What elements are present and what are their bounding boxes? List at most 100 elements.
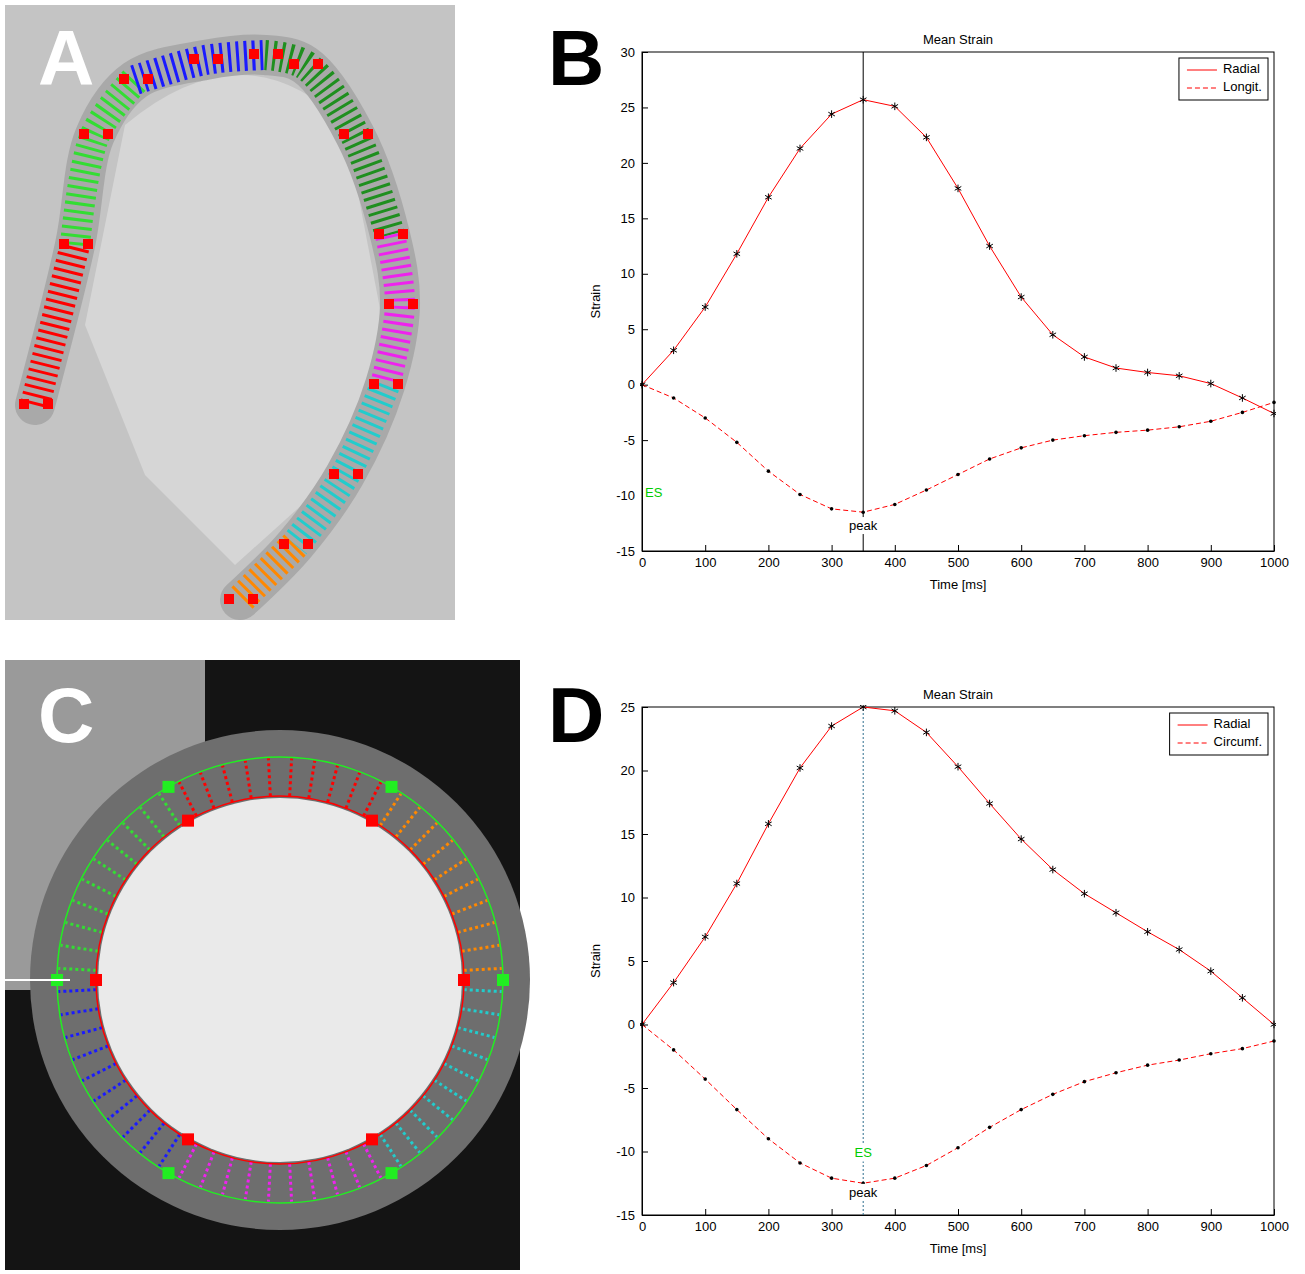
data-point: [861, 510, 865, 514]
data-point: [767, 1137, 771, 1141]
x-tick-label: 900: [1200, 1219, 1222, 1234]
segment: [73, 900, 108, 914]
reference-line: [5, 979, 70, 981]
x-tick: 700: [1074, 1209, 1096, 1234]
panel-letter: D: [548, 671, 604, 759]
image-panel: [5, 660, 530, 1270]
segment: [434, 1080, 466, 1101]
annotation: ES: [853, 1144, 875, 1161]
segment: [462, 945, 500, 951]
x-tick: 100: [695, 545, 717, 570]
annotation-text: ES: [855, 1145, 873, 1160]
y-tick-label: 25: [621, 100, 635, 115]
legend-swatch: [1187, 88, 1217, 89]
segment: [452, 900, 487, 914]
y-tick: -15: [616, 1208, 648, 1223]
segment: [458, 1028, 495, 1038]
landmark: [363, 129, 373, 139]
landmark: [279, 539, 289, 549]
segment: [245, 761, 251, 799]
data-point: [1271, 410, 1276, 418]
y-tick: -15: [616, 544, 648, 559]
x-tick-label: 100: [695, 555, 717, 570]
x-tick-mark: [1274, 545, 1275, 551]
y-tick: -5: [623, 1081, 648, 1096]
y-tick-mark: [642, 274, 648, 275]
landmark: [59, 239, 69, 249]
x-tick-mark: [1021, 1209, 1022, 1215]
x-tick-mark: [832, 1209, 833, 1215]
data-point: [703, 1077, 707, 1081]
segment: [223, 1158, 233, 1195]
y-tick: -10: [616, 1144, 648, 1159]
data-point: [893, 1176, 897, 1180]
myocardium: [35, 55, 400, 600]
y-tick-label: -15: [616, 1208, 635, 1223]
segment: [444, 879, 478, 896]
x-axis-title: Time [ms]: [930, 577, 987, 592]
data-point: [830, 507, 834, 511]
x-axis-title: Time [ms]: [930, 1241, 987, 1256]
data-point: [734, 880, 741, 888]
data-point: [1271, 1021, 1276, 1029]
epicardium: [57, 757, 503, 1203]
x-tick-label: 400: [884, 1219, 906, 1234]
segment: [434, 859, 466, 880]
data-point: [988, 457, 992, 461]
segment: [159, 1134, 180, 1166]
y-tick-mark: [642, 961, 648, 962]
legend-entry: Longit.: [1187, 79, 1262, 94]
x-tick-label: 300: [821, 1219, 843, 1234]
y-tick-mark: [642, 551, 648, 552]
x-tick: 700: [1074, 545, 1096, 570]
data-point: [986, 800, 993, 808]
segment: [179, 1144, 196, 1178]
data-point: [1019, 1108, 1023, 1112]
data-point: [1144, 928, 1151, 936]
x-tick: 1000: [1260, 1209, 1289, 1234]
x-tick: 800: [1137, 1209, 1159, 1234]
data-point: [767, 469, 771, 473]
x-tick-label: 700: [1074, 1219, 1096, 1234]
segment: [380, 1134, 401, 1166]
data-point: [670, 979, 677, 987]
x-tick: 900: [1200, 1209, 1222, 1234]
x-tick-label: 500: [948, 555, 970, 570]
segment: [328, 1158, 338, 1195]
y-axis-title: Strain: [588, 285, 603, 319]
x-tick-mark: [768, 1209, 769, 1215]
data-point: [986, 242, 993, 250]
y-axis-title: Strain: [588, 944, 603, 978]
annotation: peak: [847, 517, 880, 534]
data-point: [735, 441, 739, 445]
landmark: [19, 399, 29, 409]
legend-label: Longit.: [1223, 79, 1262, 94]
y-tick: 10: [621, 890, 648, 905]
data-point: [1051, 1093, 1055, 1097]
segment: [179, 782, 196, 816]
y-tick-mark: [642, 107, 648, 108]
segment: [94, 859, 126, 880]
data-point: [672, 396, 676, 400]
landmark: [249, 49, 259, 59]
segment: [309, 1162, 315, 1200]
landmark: [408, 299, 418, 309]
data-point: [1146, 428, 1150, 432]
data-point: [925, 488, 929, 492]
y-tick-mark: [642, 1215, 648, 1216]
y-tick-mark: [642, 52, 648, 53]
x-tick-mark: [705, 545, 706, 551]
y-tick-mark: [642, 771, 648, 772]
series-line: [642, 385, 1274, 513]
segment: [364, 782, 381, 816]
segment: [364, 1144, 381, 1178]
data-point: [1051, 438, 1055, 442]
annotation: ES: [643, 484, 665, 501]
segment: [462, 1009, 500, 1015]
annotation-text: peak: [849, 518, 878, 533]
segment: [240, 545, 295, 600]
landmark: [143, 74, 153, 84]
y-tick-label: -10: [616, 1144, 635, 1159]
x-tick-mark: [832, 545, 833, 551]
data-point: [1019, 446, 1023, 450]
